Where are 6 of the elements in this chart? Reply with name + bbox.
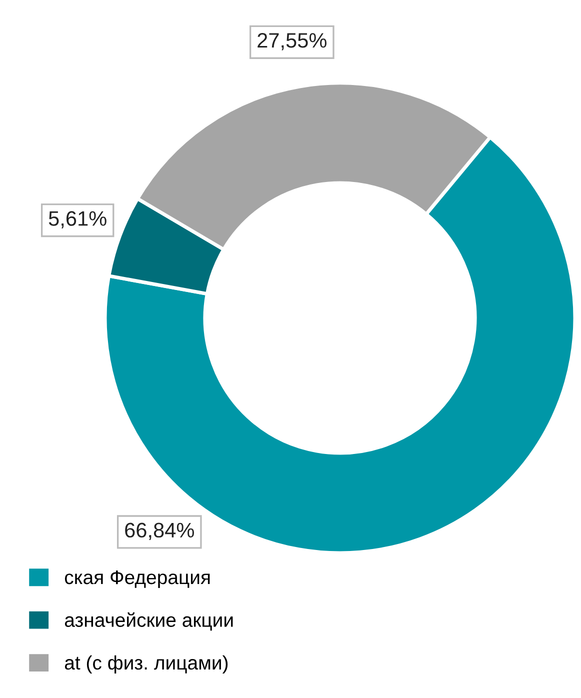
legend-label: at (с физ. лицами) <box>64 655 228 674</box>
legend-label: ская Федерация <box>64 570 210 588</box>
data-label: 5,61% <box>48 211 106 228</box>
legend-label: азначейские акции <box>64 612 233 631</box>
data-label: 27,55% <box>258 33 326 50</box>
data-label: 66,84% <box>125 522 194 540</box>
